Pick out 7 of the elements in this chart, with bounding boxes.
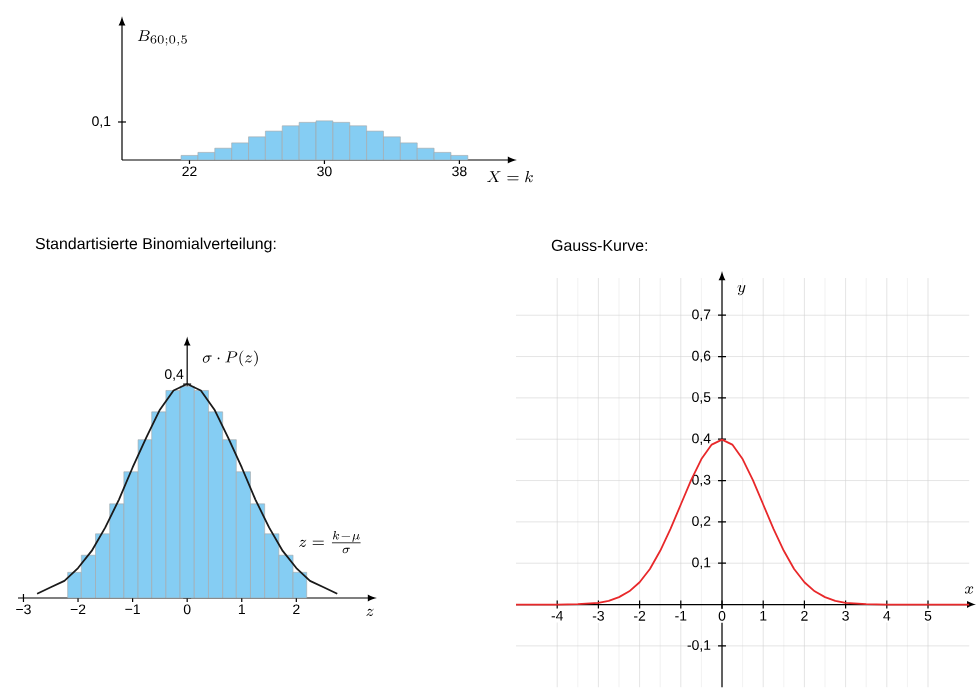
annotation: $z = \frac{k - \mu}{\sigma}$: [299, 530, 361, 554]
y-axis-title: $B_{60;0,5}$: [137, 30, 187, 46]
y-axis-title: $\sigma \cdot P(z)$: [202, 350, 258, 367]
x-axis-title: $z$: [366, 608, 374, 617]
x-axis-title: $x$: [964, 586, 974, 594]
x-axis-title: $X = k$: [487, 171, 533, 183]
y-axis-title: $y$: [737, 284, 746, 296]
